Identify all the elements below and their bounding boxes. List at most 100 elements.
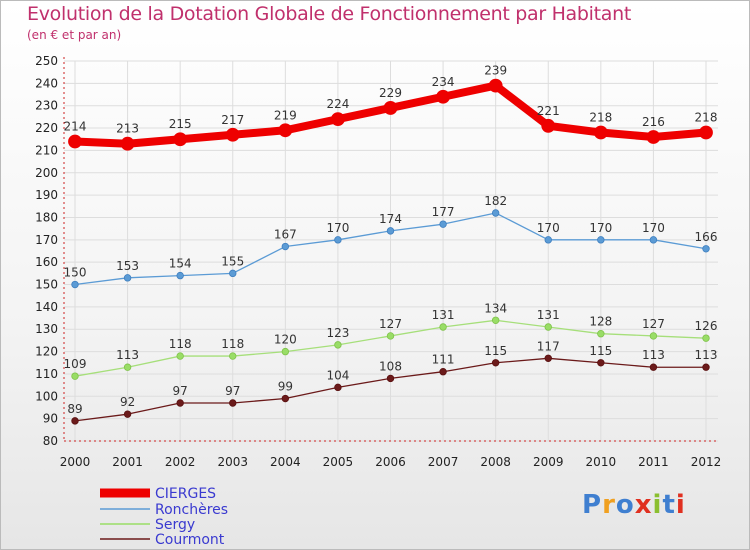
- data-point: [646, 130, 661, 144]
- data-point: [71, 280, 79, 289]
- data-label: 117: [537, 339, 560, 353]
- data-point: [702, 363, 710, 371]
- data-label: 128: [589, 315, 612, 329]
- data-label: 113: [116, 348, 139, 362]
- data-point: [702, 334, 710, 342]
- legend-label: Sergy: [155, 517, 195, 533]
- data-point: [702, 245, 710, 253]
- data-point: [439, 368, 447, 376]
- y-tick-label: 220: [35, 121, 58, 135]
- data-point: [597, 236, 605, 244]
- data-label: 218: [695, 111, 718, 125]
- y-tick-label: 160: [35, 255, 58, 269]
- data-point: [649, 236, 658, 244]
- y-tick-label: 200: [35, 166, 58, 180]
- data-label: 111: [432, 353, 455, 367]
- data-point: [544, 236, 552, 244]
- data-label: 115: [484, 344, 507, 358]
- y-tick-label: 210: [35, 143, 58, 157]
- data-point: [491, 359, 500, 367]
- data-label: 213: [116, 122, 139, 136]
- data-point: [386, 227, 395, 235]
- data-label: 224: [326, 97, 349, 111]
- data-label: 113: [695, 348, 718, 362]
- data-label: 115: [589, 344, 612, 358]
- data-label: 174: [379, 212, 402, 226]
- series-layer: [68, 78, 713, 425]
- data-label: 109: [64, 357, 87, 371]
- data-point: [176, 352, 184, 360]
- data-point: [386, 332, 395, 340]
- data-label: 134: [484, 301, 507, 315]
- y-tick-label: 90: [43, 412, 58, 426]
- data-label: 104: [326, 368, 349, 382]
- logo-letter: t: [662, 490, 676, 520]
- data-label: 221: [537, 104, 560, 118]
- data-label: 155: [221, 254, 244, 268]
- chart-title: Evolution de la Dotation Globale de Fonc…: [27, 3, 632, 25]
- data-label: 123: [326, 326, 349, 340]
- logo-letter: r: [602, 490, 616, 520]
- y-tick-label: 230: [35, 99, 58, 113]
- data-point: [229, 269, 237, 278]
- data-point: [491, 209, 500, 217]
- axes: 8090100110120130140150160170180190200210…: [35, 54, 721, 469]
- logo-letter: o: [615, 490, 635, 520]
- logo-letter: i: [675, 490, 686, 520]
- chart-subtitle: (en € et par an): [27, 28, 122, 42]
- data-point: [597, 359, 605, 367]
- x-tick-label: 2011: [638, 455, 669, 469]
- data-point: [544, 354, 552, 362]
- data-point: [123, 363, 132, 371]
- y-tick-label: 100: [35, 389, 58, 403]
- data-point: [123, 274, 132, 282]
- x-tick-label: 2008: [480, 455, 511, 469]
- y-tick-label: 110: [35, 367, 58, 381]
- data-label: 182: [484, 194, 507, 208]
- data-label: 219: [274, 108, 297, 122]
- legend-label: Courmont: [155, 532, 225, 548]
- x-tick-label: 2006: [375, 455, 406, 469]
- x-tick-label: 2002: [165, 455, 196, 469]
- data-label: 113: [642, 348, 665, 362]
- data-point: [491, 316, 500, 324]
- data-point: [649, 363, 658, 371]
- data-label: 170: [642, 221, 665, 235]
- data-point: [386, 374, 395, 383]
- legend-label: Ronchères: [155, 502, 228, 518]
- legend-label: CIERGES: [155, 486, 216, 502]
- logo-letter: i: [652, 490, 663, 520]
- data-point: [173, 132, 188, 147]
- proxiti-logo: Proxiti: [582, 490, 686, 520]
- y-tick-label: 140: [35, 300, 58, 314]
- data-point: [334, 383, 342, 392]
- data-label: 131: [432, 308, 455, 322]
- data-label: 118: [169, 337, 192, 351]
- x-tick-label: 2005: [323, 455, 354, 469]
- data-label: 131: [537, 308, 560, 322]
- y-tick-label: 180: [35, 210, 58, 224]
- data-point: [68, 134, 82, 149]
- x-tick-label: 2004: [270, 455, 301, 469]
- x-tick-label: 2003: [217, 455, 248, 469]
- y-tick-label: 130: [35, 322, 58, 336]
- data-label: 97: [173, 384, 188, 398]
- data-label: 217: [221, 113, 244, 127]
- y-tick-label: 240: [35, 76, 58, 90]
- data-label: 118: [221, 337, 244, 351]
- data-point: [488, 78, 503, 93]
- y-tick-label: 190: [35, 188, 58, 202]
- data-point: [123, 410, 132, 418]
- logo-letter: P: [582, 490, 603, 520]
- data-point: [334, 341, 342, 349]
- x-tick-label: 2009: [533, 455, 564, 469]
- data-point: [176, 399, 184, 407]
- data-point: [281, 394, 290, 403]
- data-label: 239: [484, 64, 507, 78]
- data-point: [439, 220, 447, 228]
- data-point: [331, 112, 345, 127]
- x-tick-label: 2010: [586, 455, 617, 469]
- data-point: [176, 271, 184, 280]
